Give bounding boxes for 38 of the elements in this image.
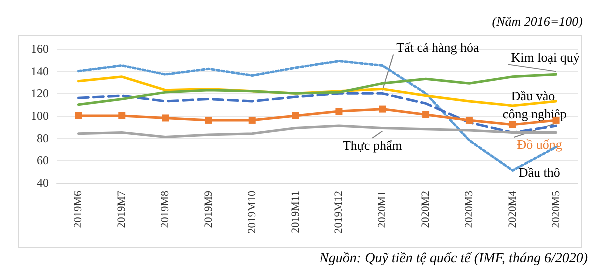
point	[248, 116, 256, 124]
x-tick-label: 2019M10	[246, 190, 258, 234]
y-tick-label: 140	[31, 64, 49, 78]
x-tick-label: 2019M7	[116, 190, 128, 228]
text: Tất cả hàng hóa	[396, 40, 480, 56]
point	[75, 112, 82, 120]
x-tick-label: 2020M2	[420, 191, 432, 228]
x-tick-label: 2020M4	[506, 190, 519, 228]
x-tick-label: 2020M3	[463, 190, 476, 228]
line-series	[77, 124, 558, 138]
point	[336, 108, 343, 116]
series-label: Kim loại quý	[511, 50, 580, 66]
x-tick-label: 2020M1	[376, 191, 389, 228]
series-label: Thực phẩm	[342, 138, 402, 153]
series-label: Dầu thô	[518, 165, 560, 180]
point	[162, 114, 170, 122]
y-tick-label: 120	[31, 86, 49, 101]
y-tick-label: 160	[31, 42, 49, 56]
text: Nguồn: Quỹ tiền tệ quốc tế (IMF, tháng 6/2020)	[318, 252, 588, 266]
x-tick-label: 2019M12	[333, 191, 346, 234]
point	[118, 112, 126, 120]
point	[422, 111, 430, 118]
series-label: Đồ uống	[517, 136, 563, 152]
y-tick-label: 80	[37, 131, 49, 146]
x-tick-label: 2019M8	[160, 190, 172, 228]
y-tick-label: 60	[37, 154, 49, 168]
y-tick-label: 40	[37, 176, 49, 190]
point	[466, 116, 473, 124]
point	[509, 121, 516, 128]
x-tick-label: 2019M6	[72, 190, 85, 228]
chart-subtitle: (Năm 2016=100)	[492, 14, 584, 29]
x-tick-label: 2019M11	[290, 191, 302, 234]
point	[205, 116, 212, 124]
point	[292, 112, 300, 120]
y-tick-label: 100	[31, 109, 49, 123]
x-tick-label: 2019M9	[202, 190, 215, 228]
point	[379, 106, 386, 113]
x-tick-label: 2020M5	[550, 190, 562, 228]
